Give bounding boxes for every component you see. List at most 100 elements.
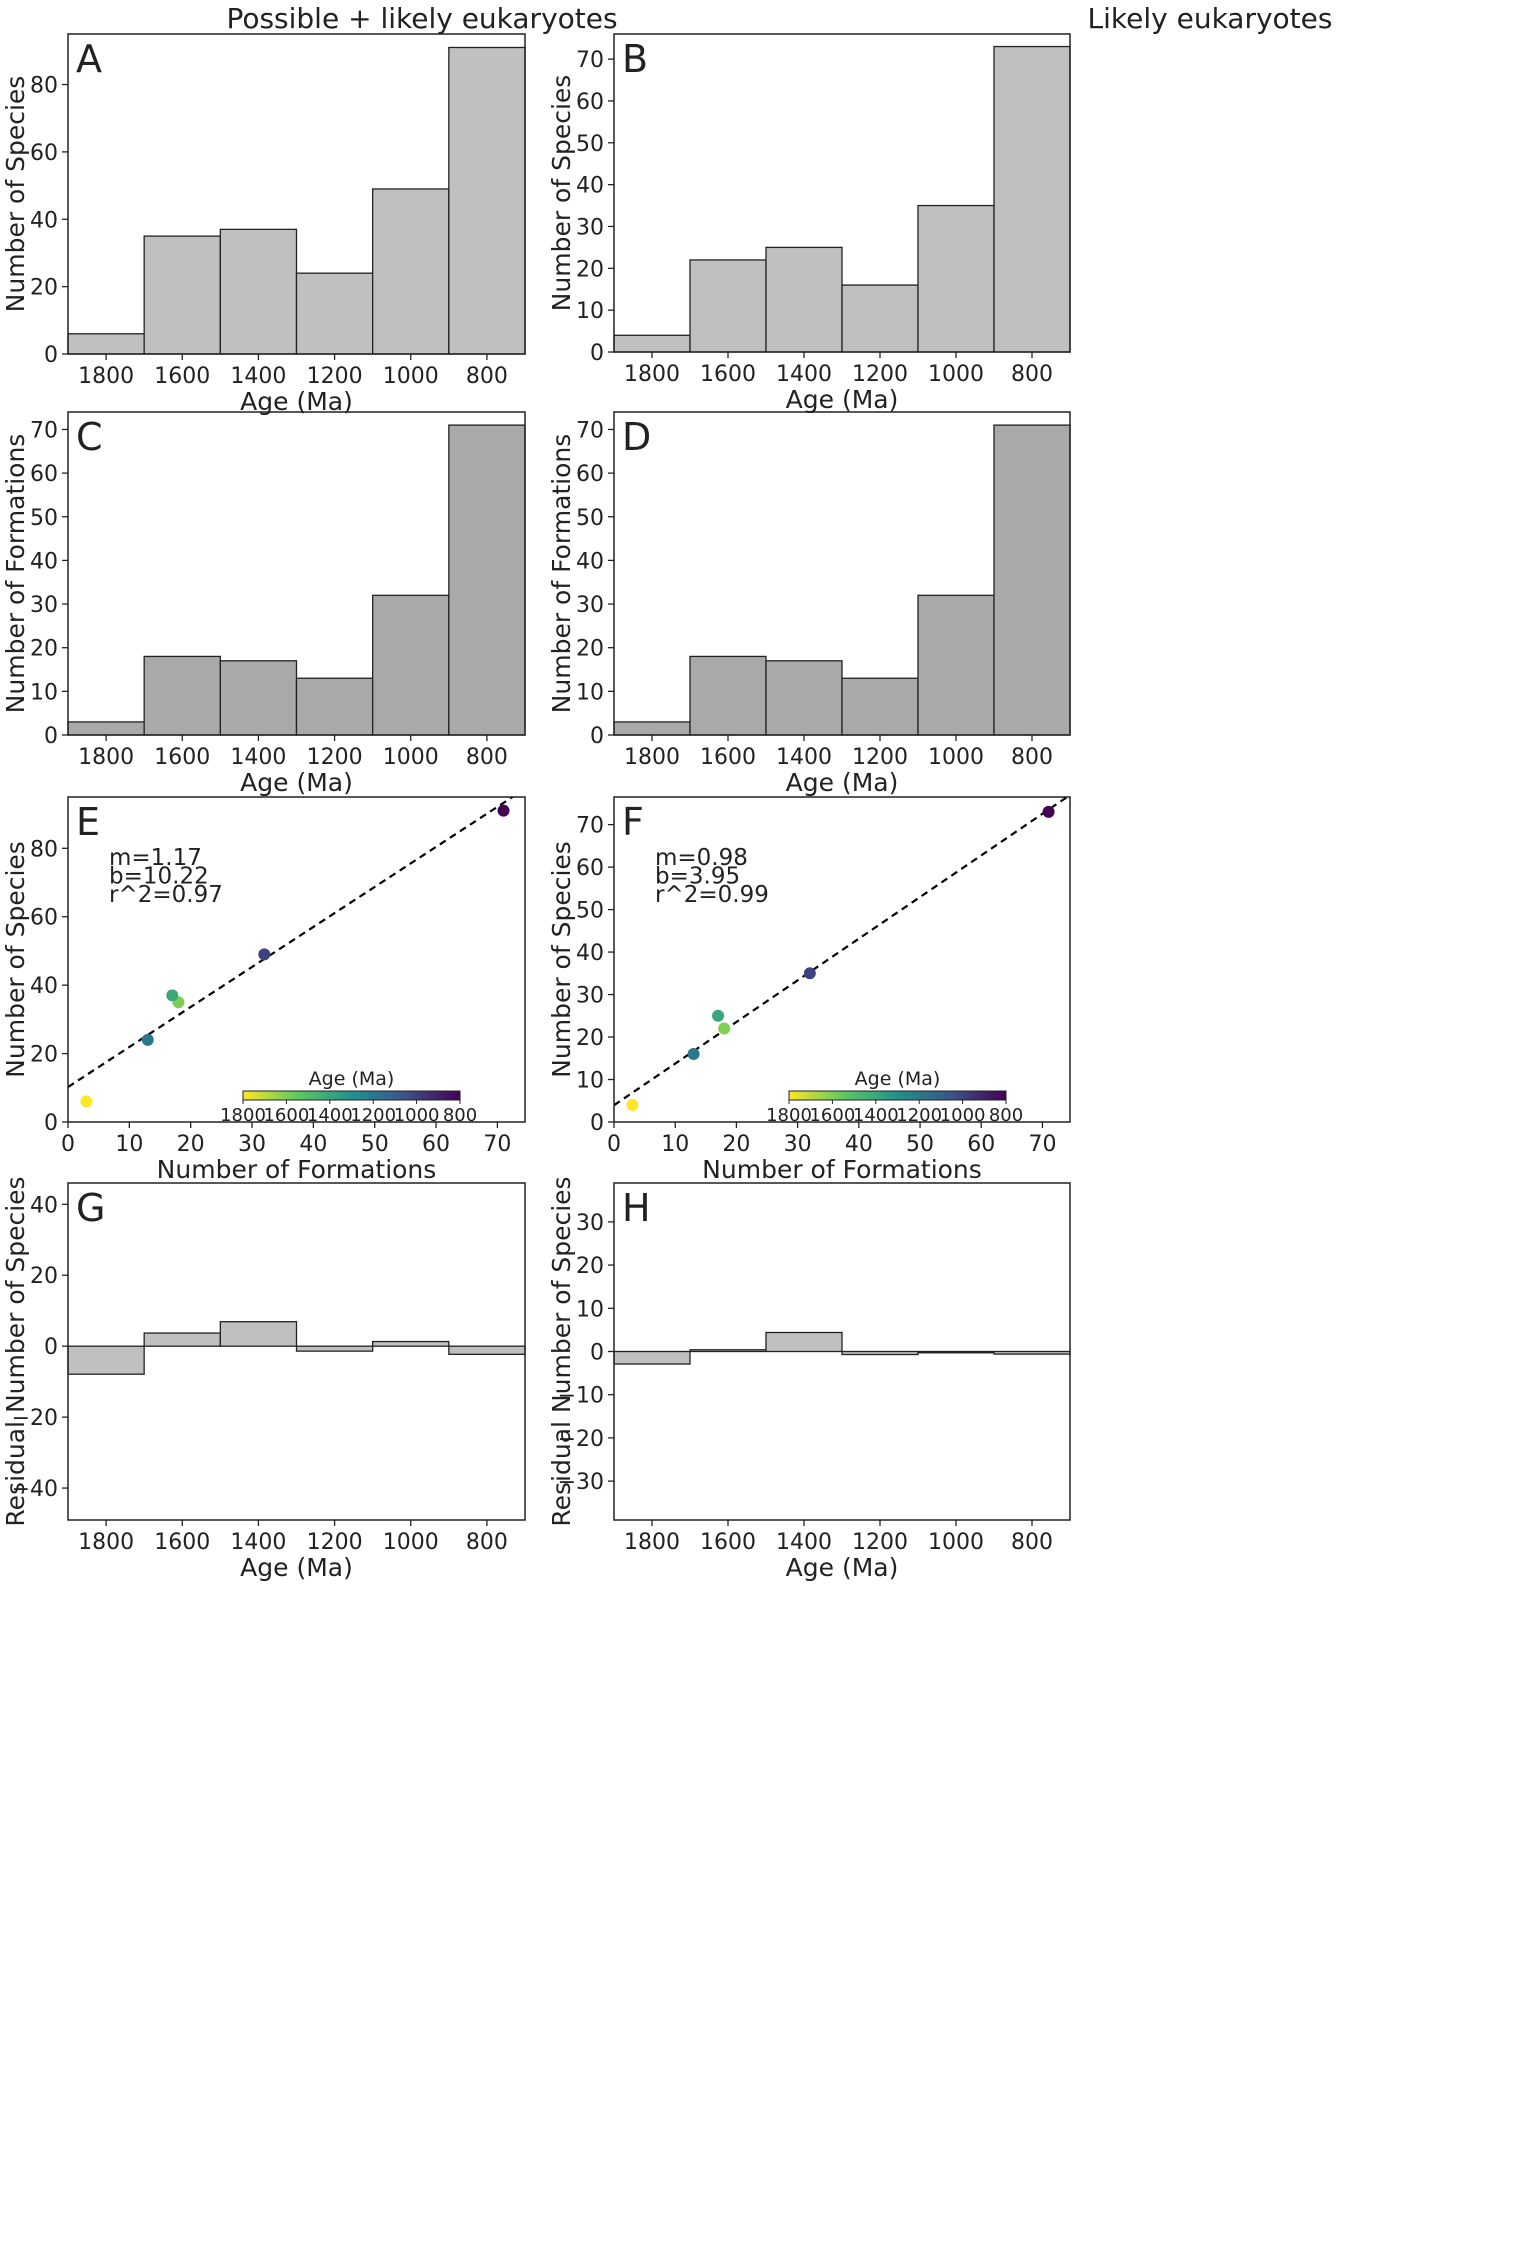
x-tick-label: 800 — [466, 745, 508, 770]
y-tick-label: 40 — [30, 1193, 58, 1218]
fit-annotation: r^2=0.97 — [109, 882, 223, 908]
x-tick-label: 1800 — [78, 364, 134, 389]
x-tick-label: 0 — [607, 1132, 621, 1157]
y-tick-label: 10 — [576, 1297, 604, 1322]
plot-frame — [613, 796, 1071, 1123]
bar — [372, 188, 450, 355]
y-axis-label: Residual Number of Species — [1, 1176, 30, 1526]
y-tick-label: 70 — [576, 418, 604, 443]
bar — [613, 721, 691, 736]
colorbar — [242, 1090, 461, 1101]
bar — [841, 677, 919, 736]
colorbar — [788, 1090, 1007, 1101]
x-tick-label: 1000 — [383, 1530, 439, 1555]
x-axis-label: Age (Ma) — [786, 1553, 899, 1582]
fit-annotation: b=3.95 — [655, 864, 740, 890]
y-tick-label: 0 — [44, 1335, 58, 1360]
x-tick-label: 1200 — [852, 1530, 908, 1555]
y-axis-label: Number of Formations — [1, 434, 30, 714]
x-tick-label: 1600 — [154, 1530, 210, 1555]
y-tick-label: 50 — [576, 506, 604, 531]
fit-annotation: m=1.17 — [109, 845, 202, 871]
x-tick-label: 1000 — [928, 1530, 984, 1555]
bar — [219, 228, 298, 355]
colorbar-title: Age (Ma) — [309, 1068, 395, 1090]
x-tick-label: 1200 — [852, 745, 908, 770]
x-tick-label: 1000 — [928, 745, 984, 770]
y-tick-label: 10 — [576, 680, 604, 705]
x-tick-label: 1400 — [230, 364, 286, 389]
y-tick-label: −10 — [558, 1384, 604, 1409]
y-tick-label: 0 — [590, 1111, 604, 1136]
y-tick-label: 0 — [590, 724, 604, 749]
data-point — [712, 1009, 725, 1022]
y-tick-label: 30 — [30, 593, 58, 618]
bar — [765, 246, 843, 353]
y-tick-label: 10 — [30, 680, 58, 705]
y-tick-label: 70 — [576, 814, 604, 839]
fit-line — [68, 797, 515, 1088]
panel-e: m=1.17b=10.22r^2=0.97 Age (Ma) 18001600140… — [1, 796, 526, 1184]
bar — [689, 1349, 767, 1353]
x-axis-label: Age (Ma) — [786, 385, 899, 414]
x-tick-label: 20 — [177, 1132, 205, 1157]
panel-c: 1800 1600 1400 1200 1000 800 0 10 20 30 40 50 60 70 Ag… — [1, 411, 526, 797]
bar — [372, 594, 450, 736]
x-tick-label: 1600 — [700, 745, 756, 770]
panel-label: C — [76, 415, 103, 459]
bar — [689, 655, 767, 736]
panel-g: 1800 1600 1400 1200 1000 800 −40 −20 0 20 40 Age (M… — [1, 1176, 526, 1582]
y-tick-label: 70 — [30, 418, 58, 443]
x-tick-label: 1400 — [776, 362, 832, 387]
bar — [448, 1345, 526, 1355]
panel-f: m=0.98b=3.95r^2=0.99 Age (Ma) 180016001400… — [547, 796, 1071, 1184]
data-point — [497, 804, 510, 817]
data-point — [258, 948, 271, 961]
x-axis-label: Age (Ma) — [240, 387, 353, 416]
x-tick-label: 1800 — [624, 362, 680, 387]
x-tick-label: 800 — [1011, 745, 1053, 770]
x-axis-label: Number of Formations — [157, 1155, 437, 1184]
bar — [841, 1350, 919, 1356]
colorbar-tick-label: 1200 — [896, 1105, 942, 1126]
x-tick-label: 1400 — [776, 745, 832, 770]
colorbar-tick-label: 1600 — [809, 1105, 855, 1126]
colorbar-tick-label: 1800 — [766, 1105, 812, 1126]
y-tick-label: 60 — [30, 906, 58, 931]
y-tick-label: 10 — [576, 299, 604, 324]
x-tick-label: 1600 — [700, 362, 756, 387]
colorbar-tick-label: 1000 — [394, 1105, 440, 1126]
colorbar-tick-label: 1000 — [940, 1105, 986, 1126]
x-tick-label: 10 — [115, 1132, 143, 1157]
y-tick-label: 20 — [576, 1026, 604, 1051]
bar — [841, 284, 919, 353]
y-tick-label: 60 — [30, 462, 58, 487]
x-tick-label: 30 — [784, 1132, 812, 1157]
y-tick-label: −20 — [12, 1406, 58, 1431]
y-tick-label: 80 — [30, 837, 58, 862]
y-tick-label: 60 — [30, 141, 58, 166]
colorbar-tick-label: 800 — [989, 1105, 1023, 1126]
bar — [67, 1345, 145, 1375]
x-tick-label: 70 — [1028, 1132, 1056, 1157]
x-tick-label: 10 — [661, 1132, 689, 1157]
y-tick-label: 20 — [30, 276, 58, 301]
y-tick-label: 20 — [576, 257, 604, 282]
y-tick-label: 20 — [576, 1254, 604, 1279]
bar — [993, 45, 1071, 353]
x-tick-label: 50 — [906, 1132, 934, 1157]
x-tick-label: 1400 — [230, 1530, 286, 1555]
y-tick-label: 0 — [44, 343, 58, 368]
panel-label: E — [76, 800, 100, 844]
x-tick-label: 60 — [967, 1132, 995, 1157]
x-tick-label: 30 — [238, 1132, 266, 1157]
x-tick-label: 1200 — [307, 745, 363, 770]
bar — [917, 594, 995, 736]
y-tick-label: −20 — [558, 1427, 604, 1452]
bar — [765, 1331, 843, 1353]
panel-label: A — [76, 37, 102, 81]
x-tick-label: 1000 — [383, 745, 439, 770]
x-tick-label: 60 — [422, 1132, 450, 1157]
panel-label: B — [622, 37, 648, 81]
